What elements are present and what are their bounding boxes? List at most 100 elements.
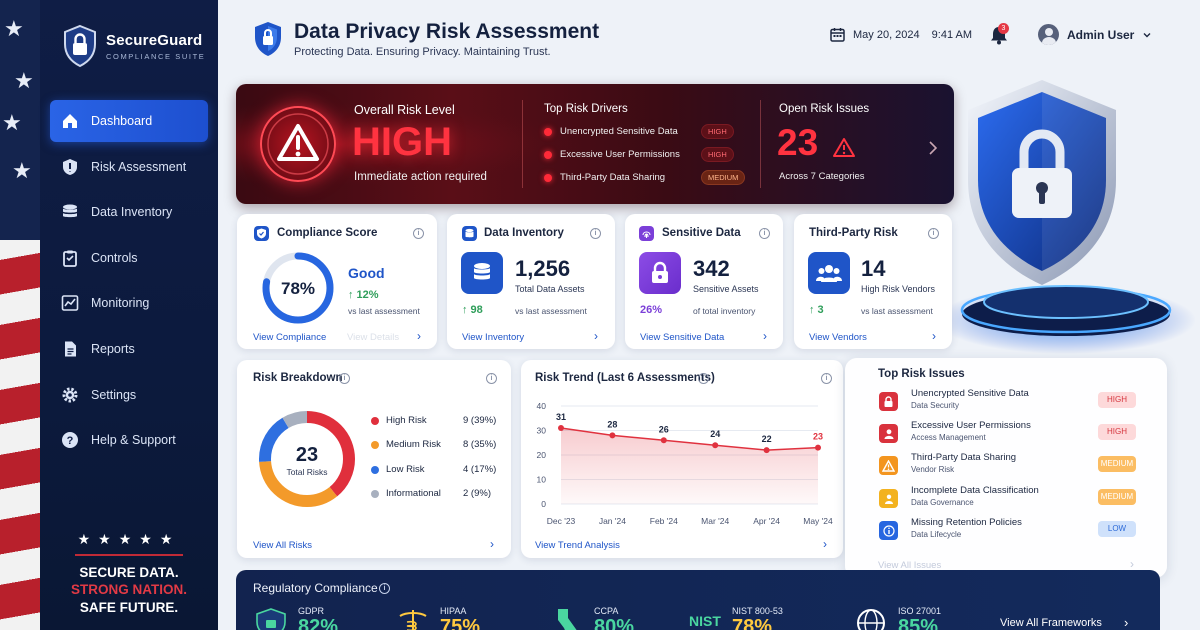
view-compliance-link[interactable]: View Compliance xyxy=(253,332,327,343)
risk-issue-item[interactable]: Missing Retention Policies Data Lifecycl… xyxy=(879,517,1149,545)
donut-total-label: Total Risks xyxy=(286,467,327,477)
view-details-link[interactable]: View Details xyxy=(347,332,400,343)
trend-point[interactable] xyxy=(712,442,719,449)
sidebar-item-data-inventory[interactable]: Data Inventory xyxy=(50,191,208,233)
x-tick-label: Dec '23 xyxy=(547,516,576,526)
trend-point[interactable] xyxy=(558,425,564,432)
chevron-right-icon[interactable]: › xyxy=(823,537,827,551)
card-title: Sensitive Data xyxy=(662,227,741,239)
info-icon xyxy=(879,521,898,540)
open-issues-count: 23 xyxy=(777,122,819,163)
user-menu[interactable]: Admin User xyxy=(1038,24,1152,45)
risk-driver-item[interactable]: Third-Party Data Sharing MEDIUM xyxy=(544,170,749,185)
info-icon[interactable]: i xyxy=(759,228,770,239)
chevron-right-icon[interactable] xyxy=(928,140,938,156)
view-trend-analysis-link[interactable]: View Trend Analysis xyxy=(535,540,620,551)
issue-category: Access Management xyxy=(911,433,986,442)
legend-dot xyxy=(371,465,379,474)
issue-title: Incomplete Data Classification xyxy=(911,485,1039,496)
chevron-right-icon[interactable]: › xyxy=(1124,615,1129,630)
chevron-right-icon[interactable]: › xyxy=(1130,557,1134,571)
sidebar: SecureGuard COMPLIANCE SUITE Dashboard R… xyxy=(40,0,218,630)
trend-point[interactable] xyxy=(763,447,770,454)
sensitive-subtitle: Sensitive Assets xyxy=(693,284,759,294)
sidebar-item-settings[interactable]: Settings xyxy=(50,374,208,416)
view-inventory-link[interactable]: View Inventory xyxy=(462,332,525,343)
slogan-line-1: SECURE DATA. xyxy=(79,564,179,580)
info-icon[interactable]: i xyxy=(590,228,601,239)
donut-slice-3[interactable] xyxy=(259,411,355,507)
info-icon[interactable]: i xyxy=(413,228,424,239)
chevron-right-icon[interactable]: › xyxy=(763,329,767,343)
chevron-right-icon[interactable]: › xyxy=(490,537,494,551)
database-icon xyxy=(60,202,80,222)
trend-point[interactable] xyxy=(660,437,667,444)
sensitive-vs: of total inventory xyxy=(693,306,756,316)
legend-value: 4 (17%) xyxy=(463,464,497,475)
trend-point[interactable] xyxy=(815,444,821,451)
risk-driver-item[interactable]: Excessive User Permissions HIGH xyxy=(544,147,749,162)
compliance-vs: vs last assessment xyxy=(348,306,420,316)
info-icon[interactable]: i xyxy=(379,583,390,594)
info-icon[interactable]: i xyxy=(486,373,497,384)
framework-percent: 78% xyxy=(732,616,773,630)
donut-slice-1[interactable] xyxy=(259,411,355,507)
stars-decoration: ★★★★★ xyxy=(77,530,181,547)
sidebar-footer: ★★★★★ SECURE DATA. STRONG NATION. SAFE F… xyxy=(40,531,218,617)
framework-percent: 80% xyxy=(594,616,635,630)
view-all-issues-link[interactable]: View All Issues xyxy=(878,560,942,571)
framework-name: GDPR xyxy=(298,606,325,616)
vendors-subtitle: High Risk Vendors xyxy=(861,284,936,294)
severity-badge: LOW xyxy=(1098,521,1136,537)
trend-line xyxy=(560,427,819,451)
trend-point[interactable] xyxy=(609,432,616,439)
sidebar-item-controls[interactable]: Controls xyxy=(50,237,208,279)
shield-logo-icon xyxy=(64,24,96,68)
view-sensitive-data-link[interactable]: View Sensitive Data xyxy=(640,332,725,343)
chevron-right-icon[interactable]: › xyxy=(932,329,936,343)
issue-category: Data Governance xyxy=(911,498,974,507)
info-icon[interactable]: i xyxy=(698,373,709,384)
risk-driver-item[interactable]: Unencrypted Sensitive Data HIGH xyxy=(544,124,749,139)
brand-logo[interactable]: SecureGuard COMPLIANCE SUITE xyxy=(62,24,205,68)
sidebar-item-reports[interactable]: Reports xyxy=(50,328,208,370)
brand-name: SecureGuard xyxy=(106,31,203,49)
risk-driver-label: Third-Party Data Sharing xyxy=(560,172,666,183)
risk-drivers-title: Top Risk Drivers xyxy=(544,103,628,115)
sidebar-item-dashboard[interactable]: Dashboard xyxy=(50,100,208,142)
view-vendors-link[interactable]: View Vendors xyxy=(809,332,867,343)
risk-issue-item[interactable]: Incomplete Data Classification Data Gove… xyxy=(879,485,1149,513)
risk-issue-item[interactable]: Third-Party Data Sharing Vendor Risk MED… xyxy=(879,452,1149,480)
y-tick-label: 0 xyxy=(541,499,546,509)
sidebar-item-risk-assessment[interactable]: Risk Assessment xyxy=(50,146,208,188)
sidebar-item-label: Monitoring xyxy=(91,296,150,311)
trend-data-label: 23 xyxy=(813,432,823,442)
view-all-risks-link[interactable]: View All Risks xyxy=(253,540,312,551)
donut-slice-2[interactable] xyxy=(259,411,355,507)
banner-glow xyxy=(236,84,954,204)
framework-percent: 82% xyxy=(298,616,339,630)
nist-logo-icon: NIST xyxy=(689,613,721,629)
california-icon xyxy=(558,609,577,630)
fingerprint-icon xyxy=(639,226,654,241)
sidebar-item-help-support[interactable]: ? Help & Support xyxy=(50,419,208,461)
chart-icon xyxy=(60,293,80,313)
inventory-delta: ↑ 98 xyxy=(462,304,483,316)
risk-driver-label: Excessive User Permissions xyxy=(560,149,680,160)
status-dot xyxy=(544,173,552,182)
info-icon[interactable]: i xyxy=(339,373,350,384)
severity-badge: MEDIUM xyxy=(1098,456,1136,472)
risk-issue-item[interactable]: Excessive User Permissions Access Manage… xyxy=(879,420,1149,448)
info-icon[interactable]: i xyxy=(928,228,939,239)
sidebar-item-monitoring[interactable]: Monitoring xyxy=(50,282,208,324)
database-icon xyxy=(461,252,503,294)
severity-badge: MEDIUM xyxy=(1098,489,1136,505)
caduceus-icon xyxy=(399,610,427,630)
view-all-frameworks-link[interactable]: View All Frameworks xyxy=(1000,617,1102,629)
sensitive-percent: 26% xyxy=(640,304,663,316)
risk-issue-item[interactable]: Unencrypted Sensitive Data Data Security… xyxy=(879,388,1149,416)
iso-globe-icon xyxy=(857,609,885,630)
info-icon[interactable]: i xyxy=(821,373,832,384)
chevron-right-icon[interactable]: › xyxy=(594,329,598,343)
chevron-right-icon[interactable]: › xyxy=(417,329,421,343)
